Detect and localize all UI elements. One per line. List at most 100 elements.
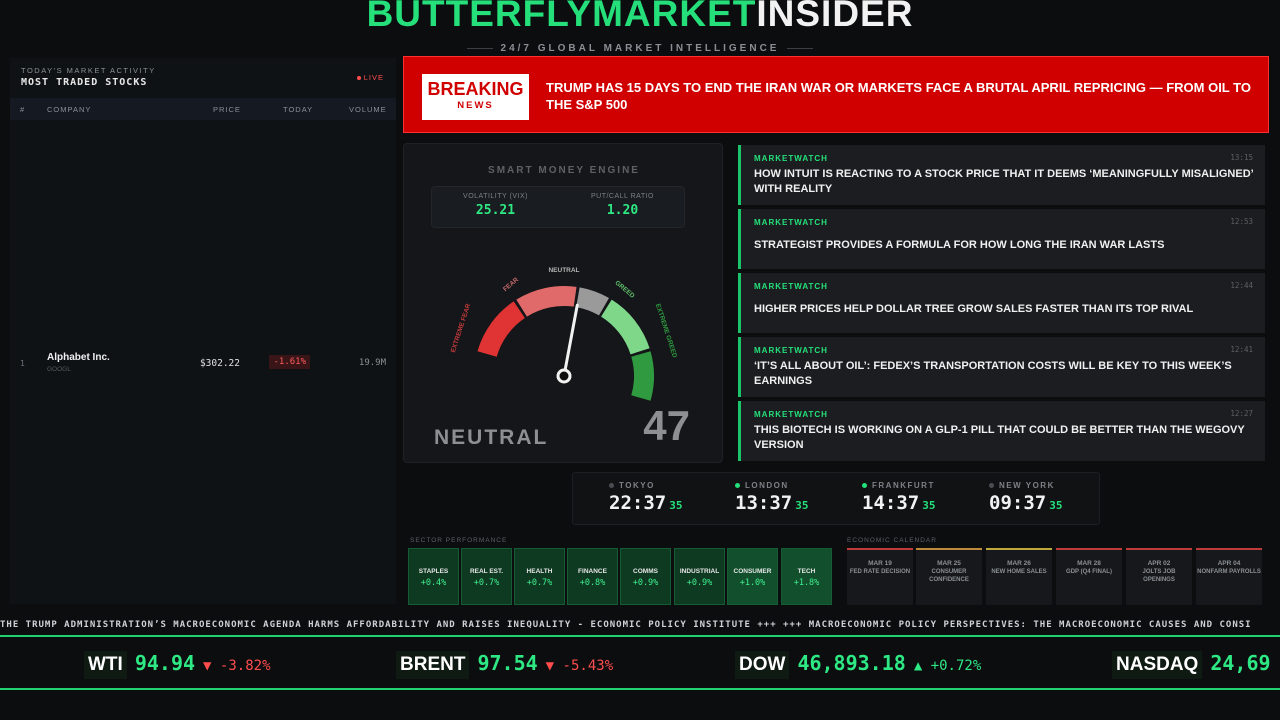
quote-nasdaq[interactable]: NASDAQ 24,69 — [1112, 649, 1271, 679]
clock-tokyo: TOKYO 22:37 35 — [609, 481, 729, 514]
sentiment-label: NEUTRAL — [434, 426, 549, 449]
clock-london: LONDON 13:37 35 — [735, 481, 855, 514]
row-volume: 19.9M — [358, 358, 386, 368]
clock-time: 09:37 — [989, 492, 1047, 514]
event-date: MAR 28 — [1077, 560, 1101, 567]
news-headline[interactable]: ‘IT’S ALL ABOUT OIL’: FEDEX’S TRANSPORTA… — [754, 360, 1232, 387]
gauge-zone-extreme-greed — [631, 351, 654, 401]
gauge-needle — [562, 303, 579, 378]
news-source: MARKETWATCH — [754, 218, 828, 227]
sector-value: +0.7% — [526, 578, 553, 588]
quote-name: NASDAQ — [1112, 651, 1203, 679]
news-source: MARKETWATCH — [754, 154, 828, 163]
col-company[interactable]: COMPANY — [47, 105, 92, 114]
brand-green: BUTTERFLYMARKET — [366, 0, 757, 34]
clock-time: 14:37 — [862, 492, 920, 514]
news-headline[interactable]: HIGHER PRICES HELP DOLLAR TREE GROW SALE… — [754, 303, 1194, 315]
vix-label: VOLATILITY (VIX) — [463, 193, 528, 200]
market-status-dot-icon — [735, 483, 740, 489]
market-status-dot-icon — [862, 483, 867, 489]
clock-frankfurt: FRANKFURT 14:37 35 — [862, 481, 982, 514]
vix-value: 25.21 — [475, 203, 516, 218]
sector-tile[interactable]: INDUSTRIAL +0.9% — [674, 548, 725, 605]
gauge-stats: VOLATILITY (VIX) 25.21 PUT/CALL RATIO 1.… — [431, 186, 685, 228]
sector-tile[interactable]: FINANCE +0.8% — [567, 548, 618, 605]
quote-change: +0.72% — [930, 658, 982, 674]
col-volume[interactable]: VOLUME — [349, 105, 387, 114]
sector-tile[interactable]: COMMS +0.9% — [620, 548, 671, 605]
down-arrow-icon: ▼ — [545, 658, 555, 674]
sector-tile[interactable]: REAL EST. +0.7% — [461, 548, 512, 605]
col-price[interactable]: PRICE — [213, 105, 241, 114]
news-headline[interactable]: HOW INTUIT IS REACTING TO A STOCK PRICE … — [754, 168, 1254, 195]
event-name: NONFARM PAYROLLS — [1197, 569, 1261, 575]
col-today[interactable]: TODAY — [283, 105, 314, 114]
breaking-label: BREAKING — [427, 79, 524, 99]
putcall-stat: PUT/CALL RATIO 1.20 — [559, 193, 686, 218]
event-name: NEW HOME SALES — [991, 569, 1047, 575]
calendar-event[interactable]: MAR 19 FED RATE DECISION — [847, 548, 913, 605]
breaking-news-banner[interactable]: BREAKING NEWS TRUMP HAS 15 DAYS TO END T… — [403, 56, 1269, 133]
brand-white: INSIDER — [756, 0, 914, 34]
clock-time: 13:37 — [735, 492, 793, 514]
news-source: MARKETWATCH — [754, 346, 828, 355]
gauge-zone-fear — [516, 286, 577, 317]
quote-dow[interactable]: DOW 46,893.18 ▲ +0.72% — [735, 649, 982, 679]
calendar-event[interactable]: APR 02 JOLTS JOB OPENINGS — [1126, 548, 1192, 605]
col-rank: # — [20, 105, 26, 114]
market-status-dot-icon — [609, 483, 614, 489]
quote-brent[interactable]: BRENT 97.54 ▼ -5.43% — [396, 649, 613, 679]
quote-wti[interactable]: WTI 94.94 ▼ -3.82% — [84, 649, 271, 679]
news-headline[interactable]: STRATEGIST PROVIDES A FORMULA FOR HOW LO… — [754, 239, 1165, 251]
row-price: $302.22 — [199, 358, 240, 369]
clock-seconds: 35 — [669, 499, 683, 512]
news-item[interactable]: MARKETWATCH 12:53 STRATEGIST PROVIDES A … — [738, 209, 1265, 269]
event-date: APR 02 — [1147, 560, 1171, 567]
calendar-event[interactable]: MAR 28 GDP (Q4 FINAL) — [1056, 548, 1122, 605]
clock-city: FRANKFURT — [872, 481, 935, 490]
vix-stat: VOLATILITY (VIX) 25.21 — [432, 193, 559, 218]
calendar-event[interactable]: MAR 25 CONSUMER CONFIDENCE — [916, 548, 982, 605]
news-time: 12:53 — [1230, 217, 1253, 226]
calendar-event[interactable]: APR 04 NONFARM PAYROLLS — [1196, 548, 1262, 605]
quotes-strip: WTI 94.94 ▼ -3.82% BRENT 97.54 ▼ -5.43% DOW 4… — [0, 637, 1280, 689]
clock-seconds: 35 — [922, 499, 936, 512]
sector-name: STAPLES — [418, 568, 449, 575]
news-item[interactable]: MARKETWATCH 12:41 ‘IT’S ALL ABOUT OIL’: … — [738, 337, 1265, 397]
quote-value: 24,69 — [1210, 651, 1271, 675]
sector-value: +0.9% — [686, 578, 713, 588]
ticker-text: THE TRUMP ADMINISTRATION’S MACROECONOMIC… — [0, 620, 1252, 630]
clock-new-york: NEW YORK 09:37 35 — [989, 481, 1109, 514]
sector-tile[interactable]: HEALTH +0.7% — [514, 548, 565, 605]
row-company: Alphabet Inc. — [47, 352, 110, 363]
putcall-value: 1.20 — [606, 203, 639, 218]
news-item[interactable]: MARKETWATCH 12:44 HIGHER PRICES HELP DOL… — [738, 273, 1265, 333]
news-headline[interactable]: THIS BIOTECH IS WORKING ON A GLP-1 PILL … — [754, 424, 1245, 451]
sector-tile[interactable]: TECH +1.8% — [781, 548, 832, 605]
news-time: 12:44 — [1230, 281, 1253, 290]
sector-value: +0.8% — [579, 578, 606, 588]
event-name: CONSUMER CONFIDENCE — [929, 569, 969, 583]
news-time: 13:15 — [1230, 153, 1253, 162]
ticker-divider — [0, 635, 1280, 637]
fear-greed-gauge: EXTREME FEAR FEAR NEUTRAL GREED EXTREME GREE… — [450, 267, 678, 401]
table-row[interactable]: 1 Alphabet Inc. GOOGL $302.22 -1.61% 19.… — [10, 348, 396, 376]
news-item[interactable]: MARKETWATCH 13:15 HOW INTUIT IS REACTING… — [738, 145, 1265, 205]
sector-tile[interactable]: STAPLES +0.4% — [408, 548, 459, 605]
row-rank: 1 — [20, 359, 25, 368]
news-item[interactable]: MARKETWATCH 12:27 THIS BIOTECH IS WORKIN… — [738, 401, 1265, 461]
needle-hub — [556, 368, 572, 384]
gauge-label-neutral: NEUTRAL — [548, 267, 579, 274]
sector-tile[interactable]: CONSUMER +1.0% — [727, 548, 778, 605]
calendar-event[interactable]: MAR 26 NEW HOME SALES — [986, 548, 1052, 605]
sector-value: +0.4% — [420, 578, 447, 588]
gauge-label-fear: FEAR — [502, 276, 520, 293]
down-arrow-icon: ▼ — [203, 658, 212, 674]
smart-money-engine: SMART MONEY ENGINE VOLATILITY (VIX) 25.2… — [403, 143, 723, 463]
clock-city: NEW YORK — [999, 481, 1055, 490]
sector-name: COMMS — [633, 568, 658, 575]
breaking-headline[interactable]: TRUMP HAS 15 DAYS TO END THE IRAN WAR OR… — [546, 80, 1251, 112]
panel-kicker: TODAY'S MARKET ACTIVITY — [21, 66, 156, 75]
gauge-label-extreme-fear: EXTREME FEAR — [450, 303, 472, 354]
economic-calendar-label: ECONOMIC CALENDAR — [847, 537, 937, 544]
